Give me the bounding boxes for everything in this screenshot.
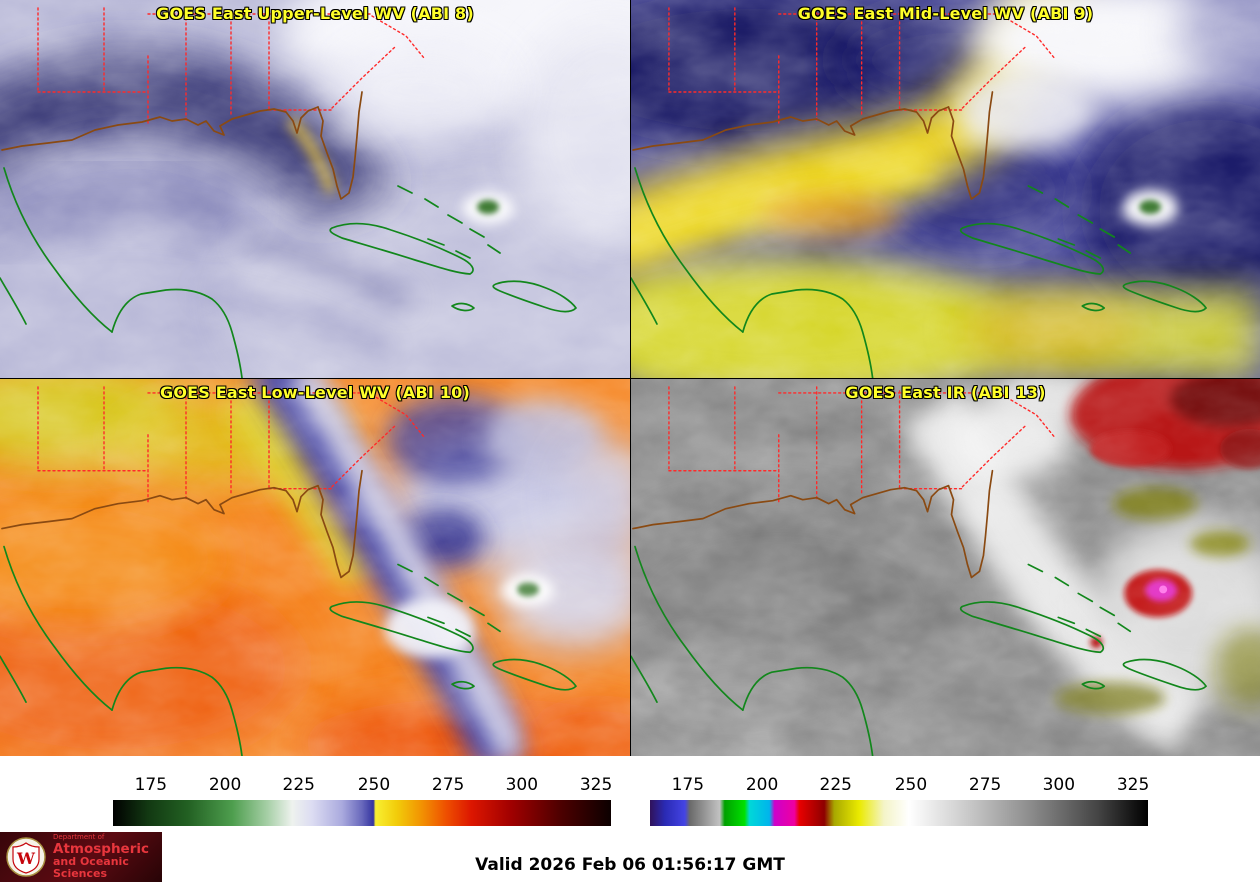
logo-text: Department of Atmospheric and Oceanic Sc… (53, 833, 156, 881)
logo-atmospheric-line: Atmospheric (53, 840, 149, 857)
tick-label: 225 (819, 775, 852, 795)
panel-ir: GOES East IR (ABI 13) (630, 378, 1260, 756)
panel-title-abi8: GOES East Upper-Level WV (ABI 8) (156, 4, 474, 23)
tick-label: 200 (745, 775, 779, 795)
footer: W Department of Atmospheric and Oceanic … (0, 832, 1260, 882)
panel-title-abi9: GOES East Mid-Level WV (ABI 9) (797, 4, 1094, 23)
logo-department-line: Department of (53, 833, 105, 842)
crest-monogram: W (16, 849, 36, 868)
valid-time-label: Valid 2026 Feb 06 01:56:17 GMT (475, 855, 785, 875)
low-level-wv-imagery (0, 379, 630, 756)
panel-low-level-wv: GOES East Low-Level WV (ABI 10) (0, 378, 630, 756)
tick-label: 325 (1116, 775, 1150, 795)
tick-label: 250 (894, 775, 928, 795)
tick-label: 175 (671, 775, 705, 795)
tick-label: 275 (968, 775, 1002, 795)
panel-upper-level-wv: GOES East Upper-Level WV (ABI 8) (0, 0, 630, 378)
tick-label: 300 (505, 775, 539, 795)
tick-label: 250 (357, 775, 391, 795)
tick-label: 175 (134, 775, 168, 795)
ir-colorbar: 175 200 225 250 275 300 325 (650, 756, 1150, 832)
uw-crest-icon: W (6, 837, 46, 877)
panel-mid-level-wv: GOES East Mid-Level WV (ABI 9) (630, 0, 1260, 378)
ir-imagery (631, 379, 1260, 756)
panel-title-abi10: GOES East Low-Level WV (ABI 10) (159, 383, 470, 402)
tick-label: 300 (1042, 775, 1076, 795)
satellite-quad-view: GOES East Upper-Level WV (ABI 8) (0, 0, 1260, 756)
colorbar-row: 175 200 225 250 275 300 325 175 200 225 … (0, 756, 1260, 832)
tick-label: 225 (282, 775, 315, 795)
uw-aos-logo: W Department of Atmospheric and Oceanic … (0, 832, 162, 882)
wv-colorbar: 175 200 225 250 275 300 325 (113, 756, 613, 832)
tick-label: 275 (431, 775, 465, 795)
wv-colorbar-ticks: 175 200 225 250 275 300 325 (113, 756, 613, 800)
tick-label: 200 (208, 775, 242, 795)
wv-mid-features (631, 0, 1260, 378)
wv-upper-features (0, 0, 630, 378)
tick-label: 325 (579, 775, 613, 795)
mid-level-wv-imagery (631, 0, 1260, 378)
ir-colorbar-gradient (650, 800, 1148, 826)
ir-colorbar-ticks: 175 200 225 250 275 300 325 (650, 756, 1150, 800)
upper-level-wv-imagery (0, 0, 630, 378)
wv-colorbar-gradient (113, 800, 611, 826)
wv-low-features (0, 379, 630, 756)
logo-oceanic-line: and Oceanic Sciences (53, 855, 129, 881)
panel-title-abi13: GOES East IR (ABI 13) (845, 383, 1046, 402)
ir-features (631, 379, 1260, 756)
